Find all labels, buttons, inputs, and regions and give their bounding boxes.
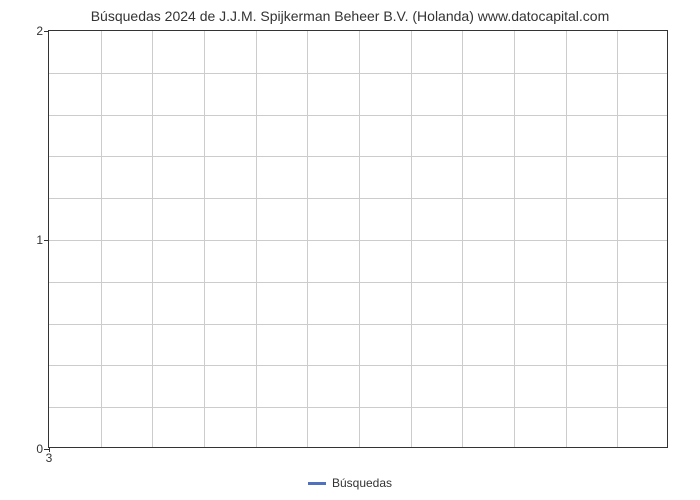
grid-line-horizontal [49,198,667,199]
grid-line-vertical [152,31,153,447]
grid-line-vertical [101,31,102,447]
legend: Búsquedas [0,476,700,490]
plot-area: 0123 [48,30,668,448]
grid-line-vertical [359,31,360,447]
grid-line-vertical [256,31,257,447]
chart-title: Búsquedas 2024 de J.J.M. Spijkerman Behe… [0,8,700,24]
grid-line-horizontal [49,407,667,408]
y-tick-label: 0 [36,442,43,456]
grid-line-vertical [462,31,463,447]
x-tick-label: 3 [46,451,53,465]
grid-line-vertical [307,31,308,447]
grid-line-horizontal [49,156,667,157]
x-tick-mark [49,447,50,452]
grid-line-horizontal [49,73,667,74]
grid-line-horizontal [49,365,667,366]
y-tick-mark [44,31,49,32]
legend-swatch [308,482,326,485]
grid-line-vertical [617,31,618,447]
y-tick-mark [44,240,49,241]
grid-line-horizontal [49,324,667,325]
legend-label: Búsquedas [332,476,392,490]
grid-line-vertical [514,31,515,447]
y-tick-label: 2 [36,24,43,38]
grid-line-vertical [411,31,412,447]
grid-line-horizontal [49,115,667,116]
grid-line-horizontal [49,240,667,241]
y-tick-label: 1 [36,233,43,247]
grid-line-vertical [566,31,567,447]
grid-line-horizontal [49,282,667,283]
chart-container: Búsquedas 2024 de J.J.M. Spijkerman Behe… [0,0,700,500]
grid-line-vertical [204,31,205,447]
